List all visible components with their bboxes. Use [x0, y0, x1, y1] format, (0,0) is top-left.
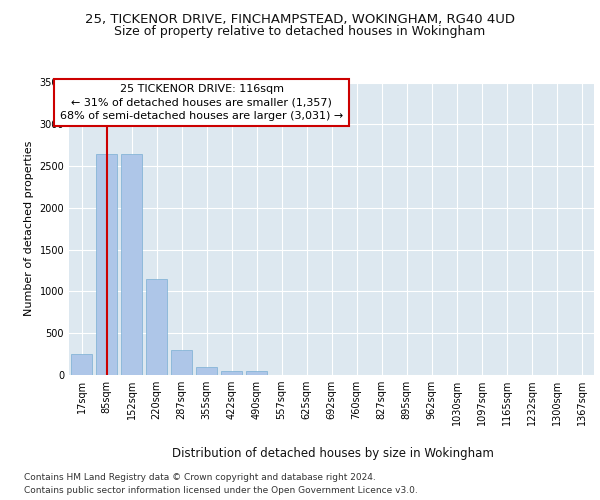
Bar: [246, 371, 267, 375]
Bar: [196, 366, 217, 375]
Bar: [96, 154, 117, 375]
Y-axis label: Number of detached properties: Number of detached properties: [24, 141, 34, 316]
Text: Size of property relative to detached houses in Wokingham: Size of property relative to detached ho…: [115, 25, 485, 38]
Text: Distribution of detached houses by size in Wokingham: Distribution of detached houses by size …: [172, 448, 494, 460]
Text: 25 TICKENOR DRIVE: 116sqm
← 31% of detached houses are smaller (1,357)
68% of se: 25 TICKENOR DRIVE: 116sqm ← 31% of detac…: [60, 84, 343, 120]
Bar: [146, 279, 167, 375]
Bar: [71, 354, 92, 375]
Text: Contains public sector information licensed under the Open Government Licence v3: Contains public sector information licen…: [24, 486, 418, 495]
Bar: [121, 154, 142, 375]
Bar: [171, 350, 192, 375]
Bar: [221, 371, 242, 375]
Text: 25, TICKENOR DRIVE, FINCHAMPSTEAD, WOKINGHAM, RG40 4UD: 25, TICKENOR DRIVE, FINCHAMPSTEAD, WOKIN…: [85, 12, 515, 26]
Text: Contains HM Land Registry data © Crown copyright and database right 2024.: Contains HM Land Registry data © Crown c…: [24, 472, 376, 482]
